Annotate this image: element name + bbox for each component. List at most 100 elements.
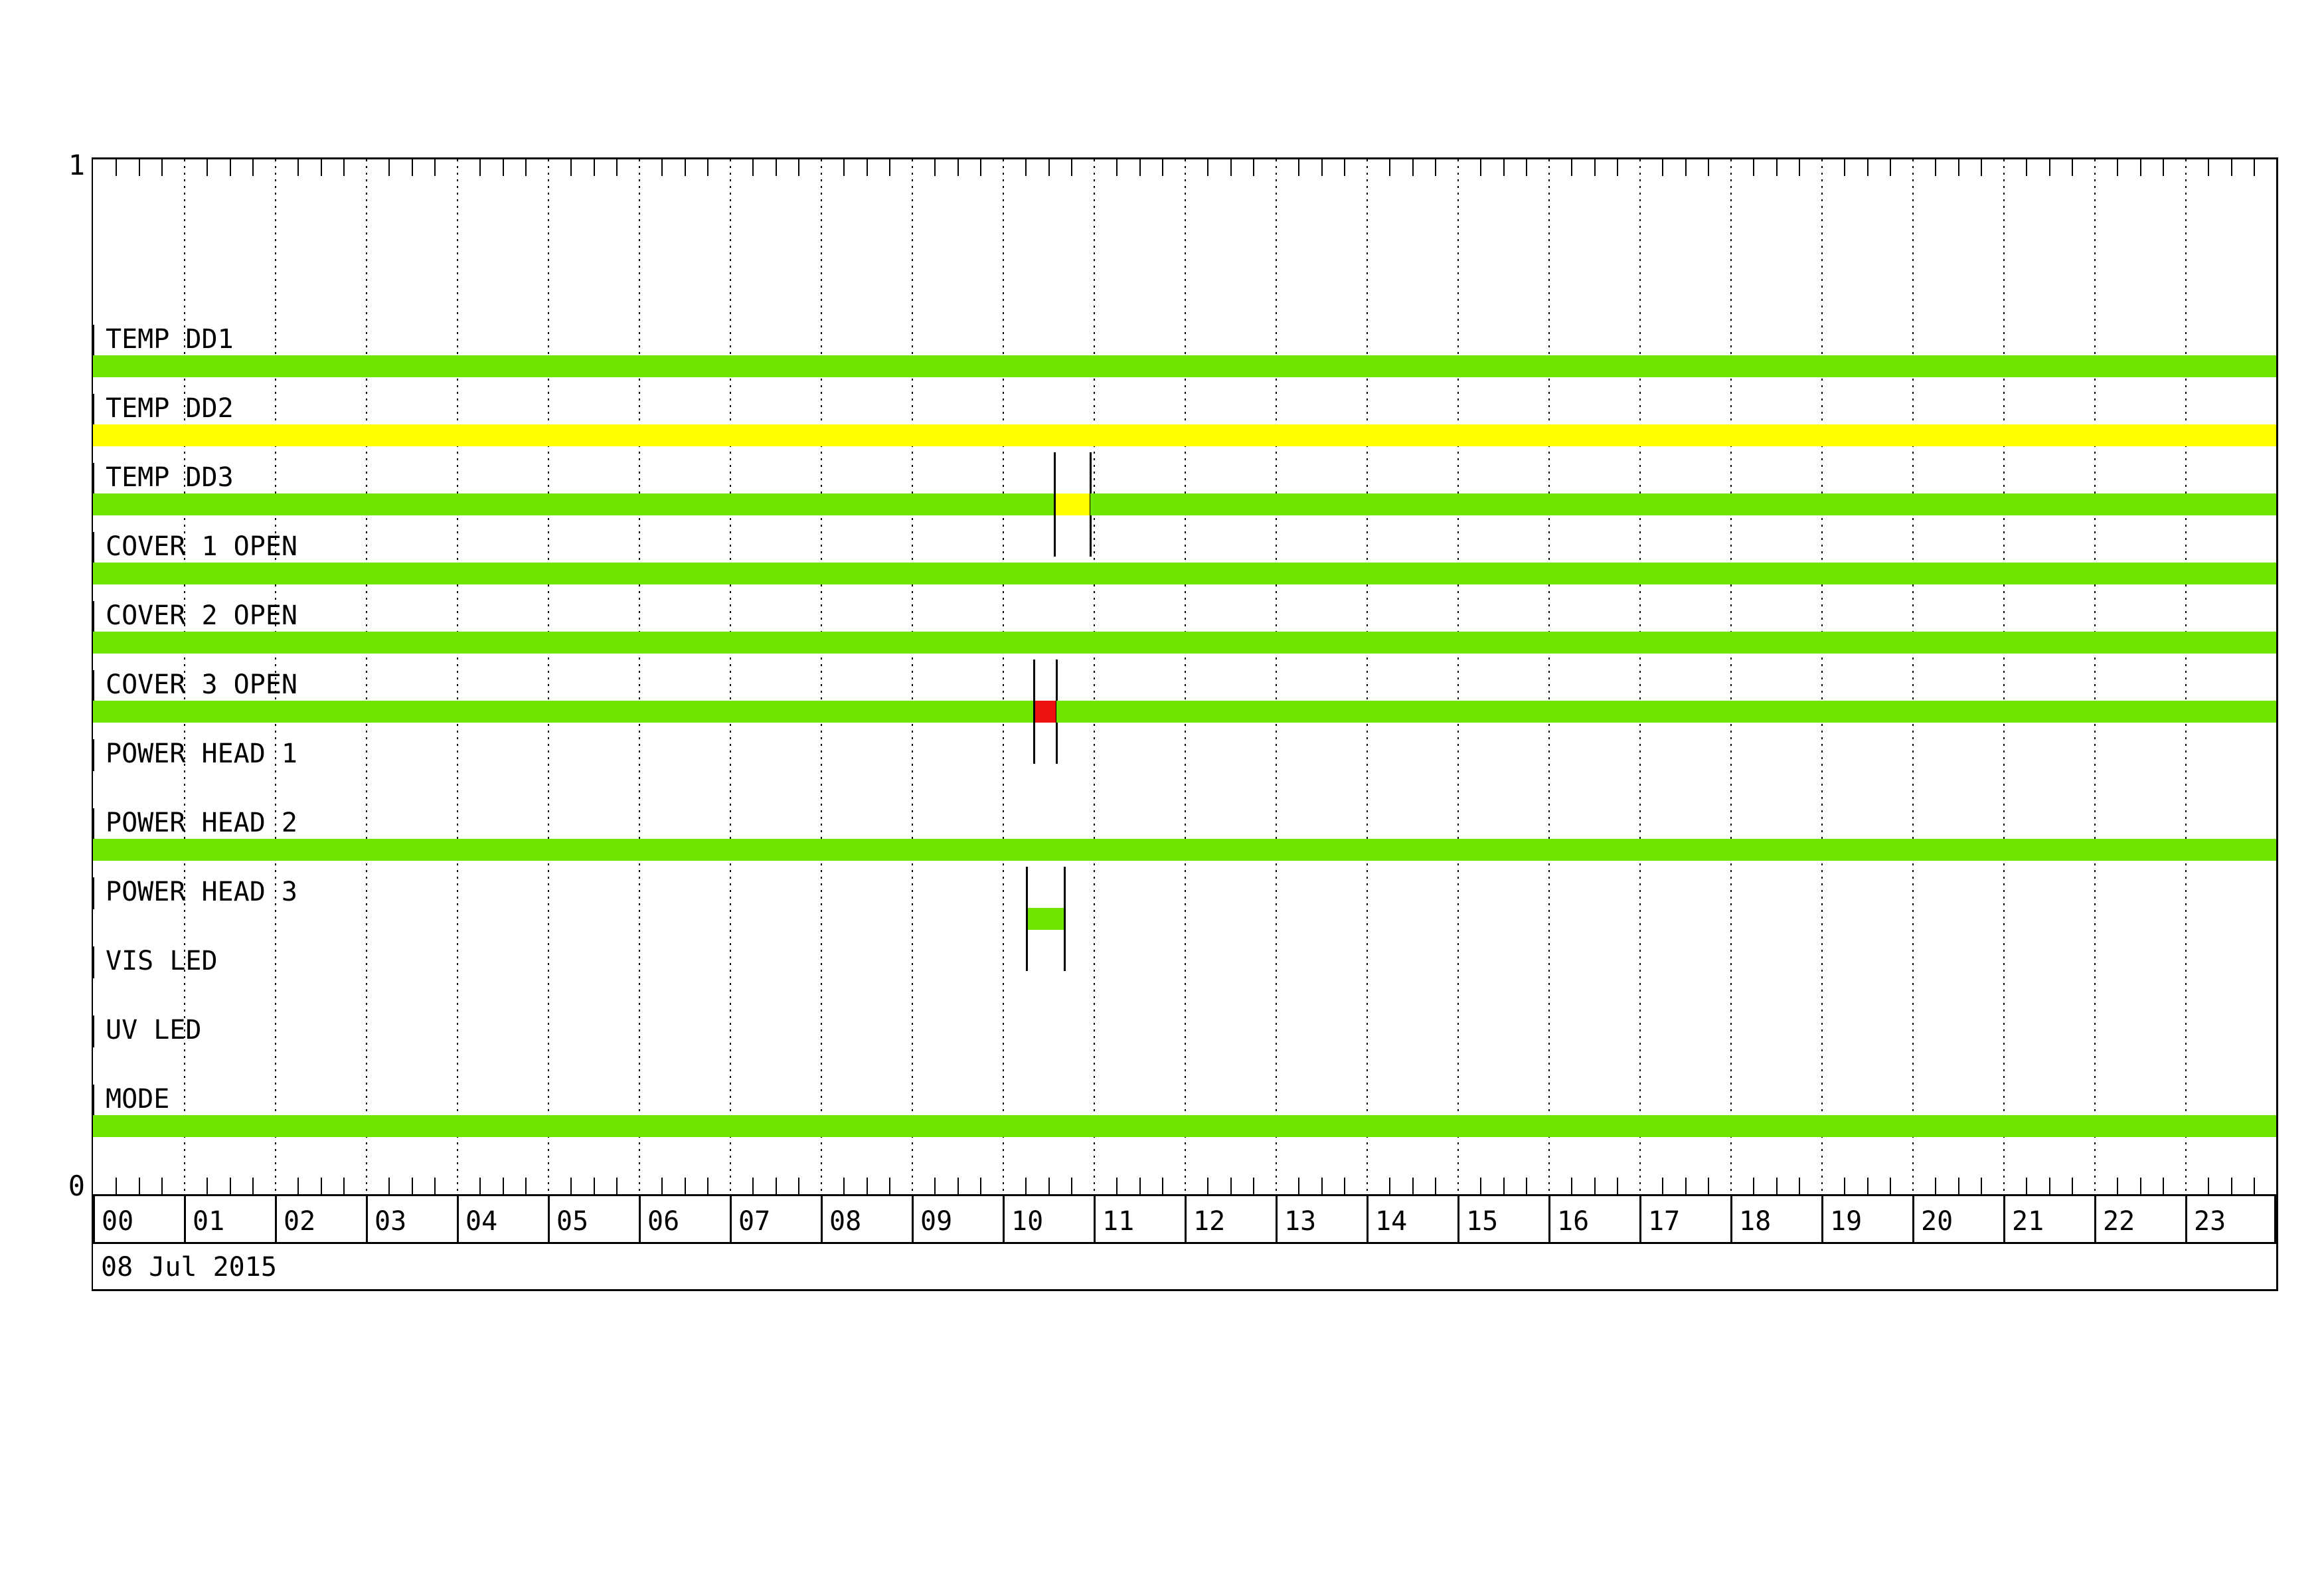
row-label-power-head-2: POWER HEAD 2 [106,808,297,838]
top-minor-tick [1025,159,1027,176]
hour-cell-separator [912,1194,914,1242]
bottom-minor-tick [1526,1178,1527,1194]
bottom-minor-tick [934,1178,936,1194]
hour-gridline [1185,159,1186,1194]
top-minor-tick [1662,159,1663,176]
bottom-minor-tick [776,1178,777,1194]
hour-label-08: 08 [829,1206,862,1237]
hour-cell-separator [1367,1194,1369,1242]
hour-cell-separator [1912,1194,1914,1242]
top-minor-tick [2117,159,2118,176]
hour-gridline [1821,159,1823,1194]
hour-label-16: 16 [1557,1206,1590,1237]
hour-cell-separator [93,1194,95,1242]
bottom-minor-tick [161,1178,163,1194]
hour-cell-separator [2003,1194,2005,1242]
row-label-cover-3-open: COVER 3 OPEN [106,669,297,700]
row-label-temp-dd3: TEMP DD3 [106,462,234,493]
top-minor-tick [2026,159,2027,176]
top-minor-tick [1139,159,1141,176]
bottom-minor-tick [388,1178,390,1194]
row-label-temp-dd1: TEMP DD1 [106,324,234,355]
hour-cell-separator [184,1194,186,1242]
bottom-minor-tick [252,1178,254,1194]
top-minor-tick [161,159,163,176]
status-segment-temp-dd1-green [93,355,2276,377]
top-minor-tick [1298,159,1299,176]
hour-cell-separator [2094,1194,2096,1242]
status-segment-cover-3-open-green [93,701,1034,723]
top-minor-tick [867,159,868,176]
row-axis-tick-temp-dd3 [92,463,94,495]
top-minor-tick [934,159,936,176]
top-minor-tick [1753,159,1754,176]
bottom-minor-tick [1958,1178,1959,1194]
hour-label-09: 09 [920,1206,953,1237]
bottom-minor-tick [843,1178,845,1194]
bottom-minor-tick [2072,1178,2073,1194]
hour-label-21: 21 [2012,1206,2044,1237]
bottom-minor-tick [1480,1178,1481,1194]
top-minor-tick [116,159,117,176]
row-label-uv-led: UV LED [106,1015,202,1045]
hour-cell-separator [821,1194,823,1242]
top-minor-tick [1685,159,1687,176]
status-segment-power-head-2-green [93,839,2276,861]
event-end-whisker-power-head-3 [1064,867,1066,971]
top-minor-tick [1981,159,1982,176]
top-minor-tick [685,159,686,176]
bottom-minor-tick [1867,1178,1868,1194]
top-minor-tick [412,159,413,176]
hour-label-05: 05 [556,1206,589,1237]
row-axis-tick-power-head-2 [92,808,94,840]
bottom-minor-tick [957,1178,959,1194]
top-minor-tick [1526,159,1527,176]
hour-gridline [1548,159,1550,1194]
top-minor-tick [2254,159,2255,176]
hour-gridline [1730,159,1732,1194]
row-label-cover-2-open: COVER 2 OPEN [106,600,297,631]
bottom-minor-tick [230,1178,231,1194]
top-minor-tick [388,159,390,176]
bottom-minor-tick [594,1178,595,1194]
hour-gridline [1457,159,1459,1194]
hour-label-17: 17 [1648,1206,1681,1237]
top-minor-tick [1435,159,1436,176]
hour-cell-separator [1821,1194,1823,1242]
bottom-minor-tick [707,1178,708,1194]
bottom-minor-tick [1503,1178,1505,1194]
bottom-minor-tick [139,1178,140,1194]
hour-gridline [730,159,731,1194]
top-minor-tick [776,159,777,176]
bottom-minor-tick [1344,1178,1345,1194]
top-minor-tick [1389,159,1390,176]
top-minor-tick [1935,159,1936,176]
hour-cell-separator [1548,1194,1550,1242]
row-label-temp-dd2: TEMP DD2 [106,393,234,424]
bottom-minor-tick [1981,1178,1982,1194]
hour-cell-separator [1457,1194,1459,1242]
top-minor-tick [1617,159,1618,176]
bottom-minor-tick [1776,1178,1778,1194]
hour-label-22: 22 [2103,1206,2135,1237]
hour-cell-separator [639,1194,641,1242]
bottom-minor-tick [1139,1178,1141,1194]
hour-gridline [548,159,549,1194]
bottom-minor-tick [1230,1178,1232,1194]
row-label-vis-led: VIS LED [106,946,218,976]
row-axis-tick-uv-led [92,1016,94,1047]
row-label-cover-1-open: COVER 1 OPEN [106,531,297,562]
bottom-minor-tick [2208,1178,2209,1194]
hour-cell-separator [1276,1194,1278,1242]
top-minor-tick [1253,159,1254,176]
bottom-minor-tick [503,1178,504,1194]
row-axis-tick-cover-3-open [92,670,94,702]
bottom-minor-tick [2231,1178,2232,1194]
event-start-whisker-temp-dd3 [1054,452,1056,557]
top-minor-tick [616,159,618,176]
row-axis-tick-temp-dd1 [92,325,94,357]
top-minor-tick [798,159,799,176]
row-axis-tick-power-head-1 [92,739,94,771]
hour-label-15: 15 [1466,1206,1499,1237]
